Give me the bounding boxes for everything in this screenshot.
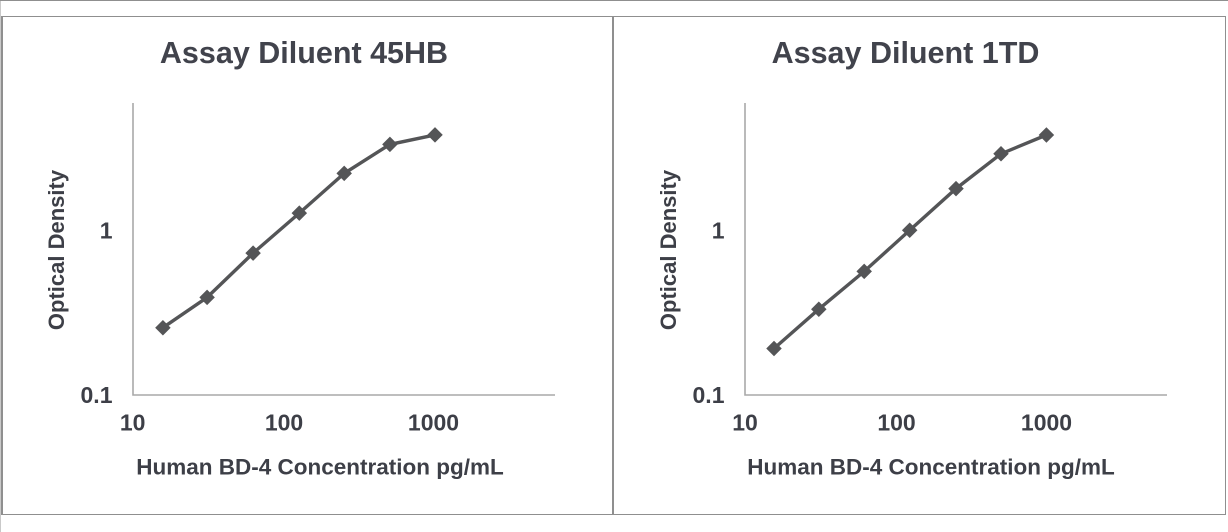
svg-text:Optical Density: Optical Density — [44, 169, 69, 330]
svg-text:10: 10 — [120, 410, 146, 436]
svg-text:100: 100 — [265, 410, 303, 436]
svg-text:10: 10 — [732, 410, 758, 436]
svg-text:0.1: 0.1 — [81, 382, 113, 408]
svg-text:Assay Diluent 45HB: Assay Diluent 45HB — [160, 36, 448, 70]
svg-text:100: 100 — [877, 410, 915, 436]
svg-text:1000: 1000 — [1021, 410, 1072, 436]
svg-text:Human BD-4 Concentration pg/mL: Human BD-4 Concentration pg/mL — [747, 454, 1115, 479]
svg-text:Optical Density: Optical Density — [656, 169, 681, 330]
svg-text:0.1: 0.1 — [693, 382, 725, 408]
svg-text:1000: 1000 — [408, 410, 459, 436]
svg-text:Assay Diluent 1TD: Assay Diluent 1TD — [772, 36, 1040, 70]
svg-text:1: 1 — [712, 218, 725, 244]
svg-text:Human BD-4 Concentration pg/mL: Human BD-4 Concentration pg/mL — [136, 454, 504, 479]
svg-text:1: 1 — [100, 218, 113, 244]
